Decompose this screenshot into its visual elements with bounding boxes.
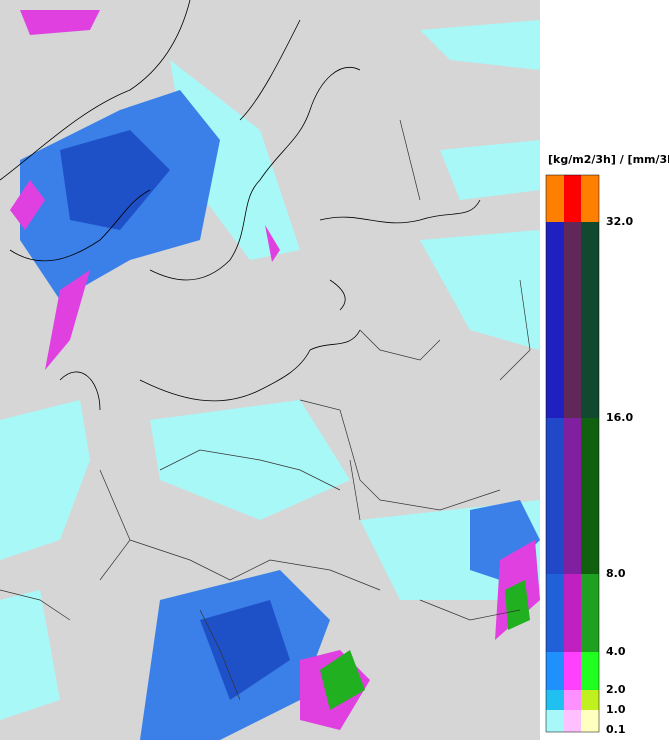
legend-tick-label: 2.0 — [606, 683, 626, 696]
legend-unit: [kg/m2/3h] / [mm/3h] — [548, 153, 669, 166]
legend-tick-label: 32.0 — [606, 215, 633, 228]
color-bar — [545, 174, 600, 733]
legend-tick-label: 16.0 — [606, 411, 633, 424]
legend-tick-label: 1.0 — [606, 703, 626, 716]
map — [0, 0, 540, 740]
legend-tick-label: 4.0 — [606, 645, 626, 658]
moderate-precip — [20, 90, 540, 740]
snow-precip — [320, 580, 530, 710]
light-precip — [0, 20, 540, 720]
legend-tick-label: 8.0 — [606, 567, 626, 580]
legend-tick-label: 0.1 — [606, 723, 626, 736]
heavy-precip — [60, 130, 290, 700]
